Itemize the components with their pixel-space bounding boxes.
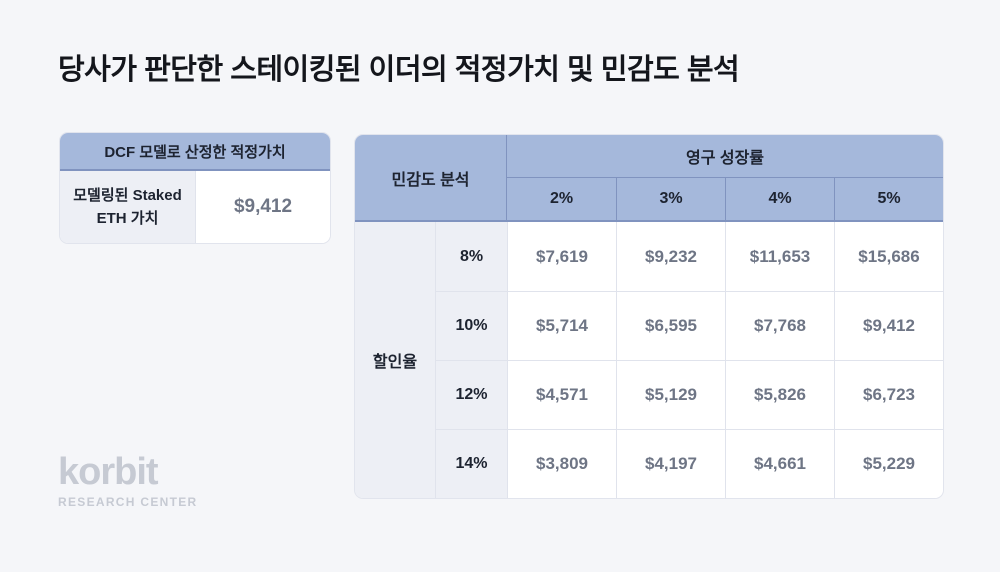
column-header-3pct: 3% [616, 178, 725, 222]
table-cell: $4,197 [616, 429, 725, 498]
dcf-row-label: 모델링된 Staked ETH 가치 [60, 171, 196, 243]
row-label-10pct: 10% [435, 291, 507, 360]
table-cell: $5,129 [616, 360, 725, 429]
dcf-row-value: $9,412 [196, 171, 330, 243]
dcf-valuation-box: DCF 모델로 산정한 적정가치 모델링된 Staked ETH 가치 $9,4… [60, 133, 330, 243]
korbit-logo: korbit RESEARCH CENTER [58, 451, 198, 509]
sensitivity-table: 민감도 분석 영구 성장률 2% 3% 4% 5% 할인율 8% $7,619 … [355, 135, 943, 498]
table-cell: $3,809 [507, 429, 616, 498]
sensitivity-corner-header: 민감도 분석 [355, 135, 507, 222]
table-cell: $5,826 [725, 360, 834, 429]
korbit-logo-subtitle: RESEARCH CENTER [58, 494, 198, 509]
table-cell: $15,686 [834, 222, 943, 291]
column-header-2pct: 2% [507, 178, 616, 222]
table-cell: $9,412 [834, 291, 943, 360]
column-group-header: 영구 성장률 [507, 135, 943, 178]
table-cell: $5,229 [834, 429, 943, 498]
korbit-logo-wordmark: korbit [58, 451, 159, 493]
dcf-box-header: DCF 모델로 산정한 적정가치 [60, 133, 330, 171]
table-cell: $11,653 [725, 222, 834, 291]
page-title: 당사가 판단한 스테이킹된 이더의 적정가치 및 민감도 분석 [58, 54, 740, 86]
table-cell: $4,571 [507, 360, 616, 429]
row-group-header: 할인율 [355, 222, 435, 498]
row-label-8pct: 8% [435, 222, 507, 291]
table-cell: $9,232 [616, 222, 725, 291]
table-cell: $6,595 [616, 291, 725, 360]
table-cell: $5,714 [507, 291, 616, 360]
table-cell: $7,768 [725, 291, 834, 360]
column-header-5pct: 5% [834, 178, 943, 222]
table-cell: $7,619 [507, 222, 616, 291]
table-cell: $6,723 [834, 360, 943, 429]
column-header-4pct: 4% [725, 178, 834, 222]
dcf-box-body: 모델링된 Staked ETH 가치 $9,412 [60, 171, 330, 243]
row-label-12pct: 12% [435, 360, 507, 429]
table-cell: $4,661 [725, 429, 834, 498]
row-label-14pct: 14% [435, 429, 507, 498]
